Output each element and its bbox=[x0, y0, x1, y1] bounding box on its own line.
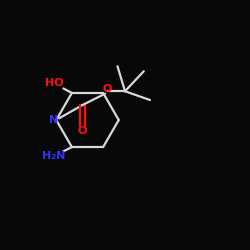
Text: N: N bbox=[48, 115, 58, 125]
Text: H₂N: H₂N bbox=[42, 151, 66, 161]
Text: O: O bbox=[78, 126, 87, 136]
Text: HO: HO bbox=[44, 78, 63, 88]
Text: O: O bbox=[102, 84, 112, 94]
